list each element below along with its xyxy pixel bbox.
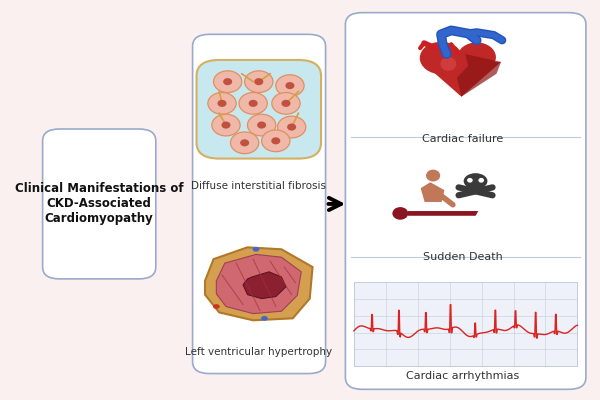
Polygon shape (243, 272, 286, 299)
Ellipse shape (221, 122, 230, 129)
Ellipse shape (214, 71, 242, 92)
Text: Sudden Death: Sudden Death (422, 252, 502, 262)
Ellipse shape (272, 92, 300, 114)
FancyBboxPatch shape (43, 129, 156, 279)
Ellipse shape (253, 247, 259, 252)
Ellipse shape (262, 130, 290, 152)
Ellipse shape (257, 122, 266, 129)
Text: Diffuse interstitial fibrosis: Diffuse interstitial fibrosis (191, 181, 326, 191)
Ellipse shape (457, 42, 496, 72)
Ellipse shape (248, 100, 257, 107)
Ellipse shape (276, 75, 304, 96)
Ellipse shape (281, 100, 290, 107)
Ellipse shape (287, 124, 296, 130)
Ellipse shape (247, 114, 276, 136)
Ellipse shape (213, 304, 220, 309)
Ellipse shape (254, 78, 263, 85)
Ellipse shape (271, 137, 280, 144)
Ellipse shape (420, 42, 462, 74)
Ellipse shape (478, 178, 484, 183)
Ellipse shape (223, 78, 232, 85)
Ellipse shape (392, 207, 408, 220)
Polygon shape (457, 54, 501, 97)
Text: Left ventricular hypertrophy: Left ventricular hypertrophy (185, 347, 332, 357)
Ellipse shape (426, 170, 440, 182)
Polygon shape (421, 182, 445, 202)
Ellipse shape (464, 173, 487, 189)
Ellipse shape (240, 139, 249, 146)
Ellipse shape (440, 57, 457, 71)
Text: Cardiac failure: Cardiac failure (422, 134, 503, 144)
Ellipse shape (239, 92, 267, 114)
FancyBboxPatch shape (193, 34, 326, 374)
Ellipse shape (467, 184, 484, 192)
Ellipse shape (277, 116, 306, 138)
Ellipse shape (208, 92, 236, 114)
Ellipse shape (261, 316, 268, 321)
Polygon shape (422, 62, 501, 97)
FancyBboxPatch shape (346, 13, 586, 389)
FancyBboxPatch shape (354, 282, 577, 366)
Polygon shape (217, 254, 301, 314)
Ellipse shape (467, 178, 473, 183)
Ellipse shape (212, 114, 240, 136)
Text: Cardiac arrhythmias: Cardiac arrhythmias (406, 370, 519, 380)
Text: Clinical Manifestations of
CKD-Associated
Cardiomyopathy: Clinical Manifestations of CKD-Associate… (15, 182, 184, 226)
Ellipse shape (230, 132, 259, 154)
FancyBboxPatch shape (197, 60, 321, 158)
Polygon shape (205, 247, 313, 320)
Ellipse shape (245, 71, 273, 92)
Ellipse shape (286, 82, 295, 89)
Polygon shape (407, 211, 478, 216)
Ellipse shape (217, 100, 227, 107)
